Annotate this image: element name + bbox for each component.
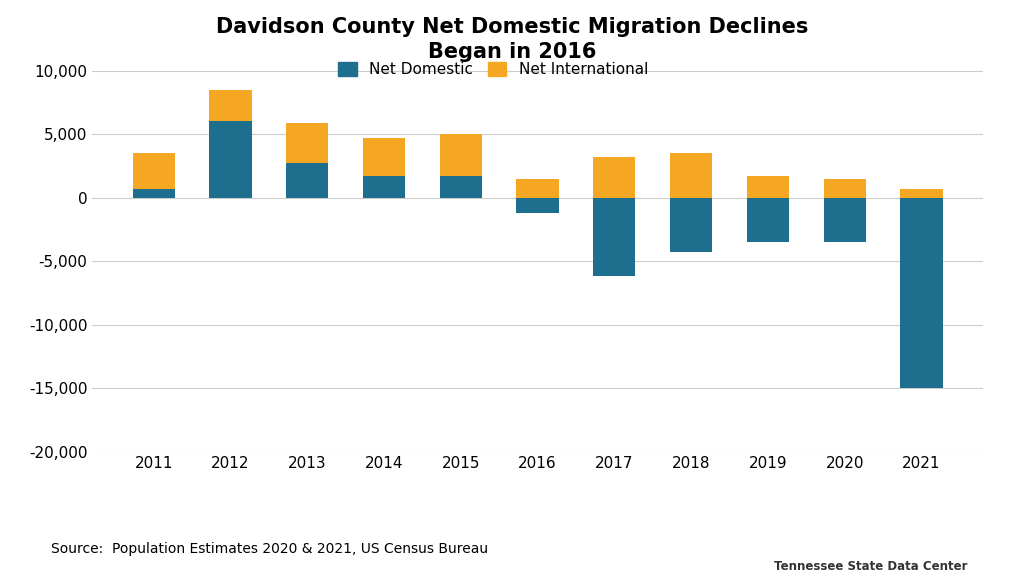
- Bar: [516, 178, 559, 197]
- Bar: [670, 197, 713, 252]
- Bar: [133, 153, 175, 189]
- Text: Tennessee State Data Center: Tennessee State Data Center: [774, 560, 967, 573]
- Legend: Net Domestic, Net International: Net Domestic, Net International: [334, 58, 652, 82]
- Bar: [900, 189, 942, 197]
- Bar: [439, 134, 482, 176]
- Bar: [670, 153, 713, 197]
- Bar: [286, 163, 329, 197]
- Bar: [746, 197, 790, 242]
- Bar: [900, 197, 942, 388]
- Bar: [593, 197, 636, 276]
- Bar: [823, 197, 865, 242]
- Bar: [286, 123, 329, 163]
- Bar: [823, 178, 865, 197]
- Bar: [439, 176, 482, 197]
- Bar: [362, 176, 406, 197]
- Text: Source:  Population Estimates 2020 & 2021, US Census Bureau: Source: Population Estimates 2020 & 2021…: [51, 542, 488, 556]
- Bar: [362, 138, 406, 176]
- Bar: [746, 176, 790, 197]
- Bar: [516, 197, 559, 213]
- Bar: [593, 157, 636, 197]
- Bar: [210, 122, 252, 197]
- Text: TNSDC: TNSDC: [802, 505, 939, 539]
- Bar: [133, 189, 175, 197]
- Bar: [210, 90, 252, 122]
- Text: Davidson County Net Domestic Migration Declines
Began in 2016: Davidson County Net Domestic Migration D…: [216, 17, 808, 62]
